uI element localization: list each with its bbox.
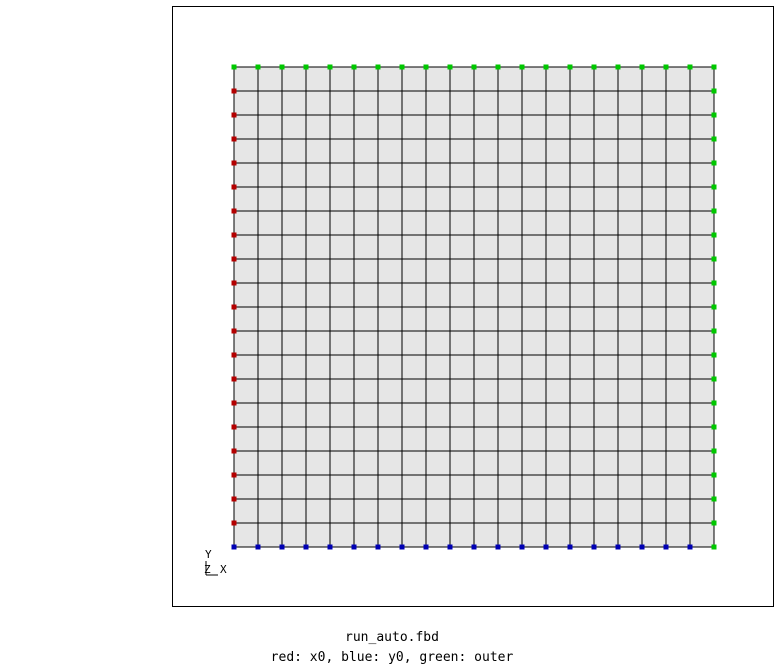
node-x0 <box>231 328 237 334</box>
axis-label-y: Y <box>205 548 212 561</box>
node-outer <box>495 64 501 70</box>
node-x0 <box>231 232 237 238</box>
node-y0 <box>255 544 261 550</box>
node-outer <box>711 280 717 286</box>
node-outer <box>687 64 693 70</box>
node-outer <box>471 64 477 70</box>
node-outer <box>711 520 717 526</box>
node-outer <box>711 64 717 70</box>
node-outer <box>711 424 717 430</box>
node-y0 <box>687 544 693 550</box>
node-legend-caption: red: x0, blue: y0, green: outer <box>270 650 514 665</box>
axis-label-x: X <box>220 563 227 576</box>
node-outer <box>375 64 381 70</box>
node-x0 <box>231 376 237 382</box>
mesh-plot <box>231 64 717 550</box>
node-y0 <box>423 544 429 550</box>
node-x0 <box>231 184 237 190</box>
node-outer <box>543 64 549 70</box>
node-y0 <box>447 544 453 550</box>
axis-label-z: Z <box>204 563 211 576</box>
node-outer <box>711 208 717 214</box>
node-y0 <box>327 544 333 550</box>
node-outer <box>255 64 261 70</box>
node-x0 <box>231 304 237 310</box>
node-outer <box>279 64 285 70</box>
node-outer <box>615 64 621 70</box>
node-outer <box>711 376 717 382</box>
node-y0 <box>639 544 645 550</box>
node-y0 <box>495 544 501 550</box>
node-outer <box>567 64 573 70</box>
node-x0 <box>231 520 237 526</box>
node-x0 <box>231 352 237 358</box>
node-y0 <box>471 544 477 550</box>
node-outer <box>711 256 717 262</box>
node-outer <box>711 232 717 238</box>
node-outer <box>447 64 453 70</box>
node-y0 <box>375 544 381 550</box>
node-y0 <box>663 544 669 550</box>
node-x0 <box>231 88 237 94</box>
node-x0 <box>231 400 237 406</box>
node-x0 <box>231 136 237 142</box>
node-x0 <box>231 424 237 430</box>
node-x0 <box>231 160 237 166</box>
node-outer <box>711 448 717 454</box>
node-x0 <box>231 472 237 478</box>
node-y0 <box>303 544 309 550</box>
node-outer <box>711 472 717 478</box>
node-outer <box>711 328 717 334</box>
node-outer <box>303 64 309 70</box>
node-outer <box>711 352 717 358</box>
node-outer <box>399 64 405 70</box>
node-outer <box>711 112 717 118</box>
node-outer <box>639 64 645 70</box>
node-outer <box>711 544 717 550</box>
axis-lines <box>205 561 218 576</box>
node-y0 <box>591 544 597 550</box>
node-outer <box>231 64 237 70</box>
node-y0 <box>399 544 405 550</box>
node-outer <box>711 136 717 142</box>
node-y0 <box>279 544 285 550</box>
node-x0 <box>231 208 237 214</box>
node-outer <box>423 64 429 70</box>
node-outer <box>711 304 717 310</box>
node-outer <box>663 64 669 70</box>
node-y0 <box>567 544 573 550</box>
node-y0 <box>351 544 357 550</box>
node-x0 <box>231 112 237 118</box>
node-outer <box>591 64 597 70</box>
node-outer <box>711 160 717 166</box>
node-x0 <box>231 496 237 502</box>
node-outer <box>327 64 333 70</box>
node-x0 <box>231 448 237 454</box>
node-outer <box>519 64 525 70</box>
node-y0 <box>543 544 549 550</box>
node-y0 <box>231 544 237 550</box>
node-y0 <box>615 544 621 550</box>
node-outer <box>711 184 717 190</box>
file-name-caption: run_auto.fbd <box>345 630 439 645</box>
node-outer <box>711 400 717 406</box>
node-outer <box>351 64 357 70</box>
node-outer <box>711 88 717 94</box>
node-x0 <box>231 280 237 286</box>
node-outer <box>711 496 717 502</box>
node-y0 <box>519 544 525 550</box>
axis-triad: Y Z X <box>204 549 234 579</box>
node-x0 <box>231 256 237 262</box>
